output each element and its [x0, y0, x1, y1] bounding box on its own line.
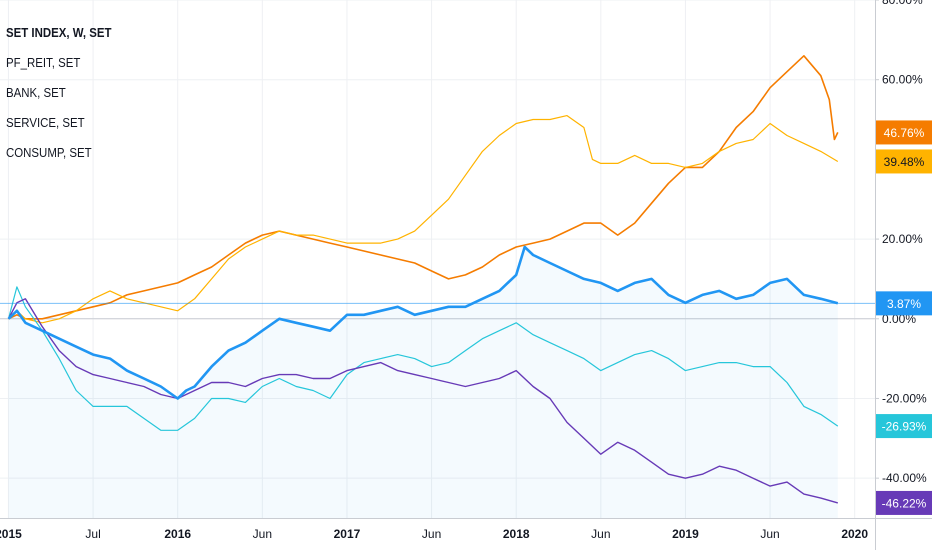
y-tick-label: 20.00% [882, 232, 923, 246]
last-value-label-service: -26.93% [882, 420, 927, 434]
legend-item-pf-reit[interactable]: PF_REIT, SET [6, 55, 81, 70]
last-value-tag-service [876, 414, 932, 439]
last-value-label-set_index: 3.87% [887, 297, 921, 311]
x-tick-label: 2017 [334, 527, 361, 541]
x-tick-label: 2016 [164, 527, 191, 541]
last-value-tag-pf_reit [876, 120, 932, 145]
last-value-label-bank: 39.48% [884, 155, 925, 169]
x-tick-label: Jun [253, 527, 272, 541]
y-tick-label: -40.00% [882, 471, 927, 485]
legend-item-consump[interactable]: CONSUMP, SET [6, 145, 92, 160]
x-tick-label: 2015 [0, 527, 22, 541]
series-line-set_index[interactable] [7, 245, 839, 400]
legend-item-bank[interactable]: BANK, SET [6, 85, 66, 100]
area-fill [8, 247, 838, 518]
series-line-consump[interactable] [7, 298, 838, 504]
last-value-tag-bank [876, 149, 932, 174]
y-tick-label: -20.00% [882, 391, 927, 405]
price-labels: 3.87% 46.76% 39.48% -26.93% -46.22% [876, 120, 932, 515]
series-line-service[interactable] [7, 286, 839, 431]
last-value-tag-set_index [876, 291, 932, 316]
series-area-set_index [8, 247, 838, 518]
last-value-tag-consump [876, 490, 932, 515]
legend-item-set-index[interactable]: SET INDEX, W, SET [6, 25, 112, 40]
x-tick-label: 2020 [841, 527, 868, 541]
x-tick-label: 2019 [672, 527, 699, 541]
x-tick-label: Jun [760, 527, 779, 541]
grid [0, 0, 875, 518]
x-tick-label: Jul [85, 527, 100, 541]
x-tick-label: Jun [591, 527, 610, 541]
x-tick-label: 2018 [503, 527, 530, 541]
series-line-bank[interactable] [8, 115, 839, 324]
last-value-label-consump: -46.22% [882, 496, 927, 510]
x-tick-label: Jun [422, 527, 441, 541]
legend-item-service[interactable]: SERVICE, SET [6, 115, 85, 130]
series-lines [0, 55, 875, 504]
last-value-label-pf_reit: 46.76% [884, 126, 925, 140]
y-tick-label: 80.00% [882, 0, 923, 7]
series-line-pf_reit[interactable] [8, 55, 839, 320]
y-tick-label: 60.00% [882, 73, 923, 87]
legend: SET INDEX, W, SET PF_REIT, SET BANK, SET… [6, 18, 126, 168]
